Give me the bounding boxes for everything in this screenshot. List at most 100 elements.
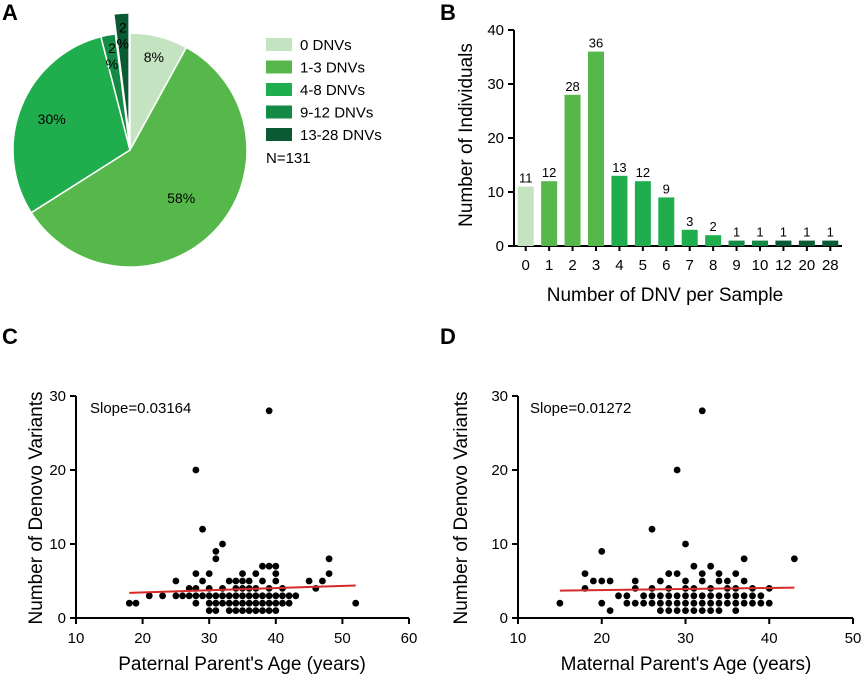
panel-d-letter: D: [440, 324, 456, 349]
maternal-data-point: [749, 599, 756, 607]
bar-x-tick-label: 9: [732, 257, 740, 274]
bar-x-tick-label: 28: [822, 257, 839, 274]
pie-legend-swatch-1: [266, 60, 292, 74]
maternal-data-point: [715, 577, 723, 585]
maternal-x-tick-label: 10: [510, 630, 527, 647]
maternal-data-point: [790, 555, 798, 563]
pie-slice-label-3: 2%: [106, 40, 118, 72]
maternal-data-point: [715, 607, 723, 614]
pie-legend-label-0: 0 DNVs: [300, 37, 352, 54]
maternal-data-point: [732, 592, 740, 600]
maternal-data-point: [665, 607, 673, 614]
pie-legend-label-2: 4-8 DNVs: [300, 82, 365, 99]
paternal-data-point: [205, 570, 213, 577]
maternal-data-point: [673, 570, 681, 577]
maternal-data-point: [631, 585, 639, 592]
paternal-x-tick-label: 20: [134, 630, 151, 647]
maternal-data-point: [732, 607, 740, 614]
paternal-x-tick-label: 50: [334, 630, 351, 647]
bar-y-tick-label: 40: [487, 22, 504, 39]
paternal-data-point: [252, 607, 260, 614]
pie-slice-4: [112, 12, 130, 137]
bar-y-tick-label: 0: [496, 238, 504, 255]
maternal-data-point: [623, 592, 631, 600]
pie-legend-swatch-4: [266, 128, 292, 141]
maternal-regression-line: [559, 586, 795, 592]
paternal-data-point: [285, 592, 293, 600]
paternal-y-tick-label: 20: [49, 462, 66, 479]
bar-value-label: 3: [686, 214, 693, 229]
maternal-data-point: [640, 592, 648, 600]
paternal-data-point: [219, 540, 226, 548]
bar-x-tick-label: 7: [686, 257, 694, 274]
paternal-data-point: [265, 599, 273, 607]
maternal-data-point: [690, 592, 698, 600]
paternal-data-point: [205, 592, 213, 600]
bar-x-tick-label: 8: [709, 257, 717, 274]
maternal-data-point: [556, 599, 564, 607]
maternal-y-tick-label: 20: [491, 462, 508, 479]
maternal-data-point: [682, 607, 689, 614]
maternal-data-point: [656, 577, 664, 585]
paternal-data-point: [319, 577, 326, 585]
pie-slice-1: [30, 46, 248, 268]
paternal-data-point: [272, 577, 280, 585]
bar-x-tick-label: 4: [615, 257, 623, 274]
bar-12: [775, 240, 792, 246]
pie-legend-label-1: 1-3 DNVs: [300, 60, 365, 77]
maternal-data-point: [648, 585, 656, 592]
maternal-data-point: [682, 577, 689, 585]
paternal-data-point: [212, 555, 220, 563]
paternal-x-tick-label: 30: [201, 630, 218, 647]
bar-2: [564, 94, 581, 246]
maternal-data-point: [765, 599, 773, 607]
maternal-data-point: [682, 540, 689, 548]
maternal-data-point: [732, 570, 740, 577]
pie-slice-2: [12, 35, 131, 214]
maternal-data-point: [615, 592, 622, 600]
paternal-data-point: [159, 592, 166, 600]
paternal-data-point: [225, 607, 233, 614]
maternal-data-point: [698, 592, 706, 600]
maternal-data-point: [698, 607, 706, 614]
bar-y-tick-label: 20: [487, 130, 504, 147]
paternal-data-point: [225, 599, 233, 607]
maternal-data-point: [656, 599, 664, 607]
paternal-data-point: [259, 599, 266, 607]
bar-y-tick-label: 10: [487, 184, 504, 201]
bar-x-tick-label: 20: [799, 257, 816, 274]
maternal-data-point: [682, 599, 689, 607]
paternal-x-tick-label: 60: [401, 630, 418, 647]
paternal-data-point: [232, 599, 240, 607]
bar-1: [541, 181, 558, 246]
paternal-data-point: [199, 577, 206, 585]
panel-c-letter: C: [2, 324, 18, 349]
maternal-data-point: [640, 599, 648, 607]
maternal-data-point: [656, 592, 664, 600]
maternal-data-point: [698, 599, 706, 607]
maternal-data-point: [606, 607, 614, 614]
bar-x-tick-label: 3: [592, 257, 600, 274]
maternal-x-tick-label: 40: [761, 630, 778, 647]
paternal-data-point: [245, 607, 253, 614]
paternal-data-point: [212, 592, 220, 600]
pie-slice-label-4: 2%: [117, 19, 129, 51]
bar-7: [681, 229, 698, 246]
paternal-data-point: [245, 599, 253, 607]
paternal-data-point: [279, 592, 286, 600]
bar-0: [517, 186, 534, 246]
bar-4: [611, 175, 628, 246]
maternal-data-point: [698, 577, 706, 585]
bar-value-label: 2: [710, 219, 717, 234]
maternal-data-point: [690, 599, 698, 607]
maternal-data-point: [707, 607, 715, 614]
maternal-data-point: [606, 577, 614, 585]
paternal-data-point: [192, 599, 200, 607]
paternal-data-point: [245, 592, 253, 600]
bar-chart: 0102030401101212823631341259637281911011…: [487, 22, 842, 274]
pie-slice-3: [99, 33, 131, 151]
paternal-data-point: [265, 562, 273, 570]
maternal-data-point: [723, 577, 731, 585]
